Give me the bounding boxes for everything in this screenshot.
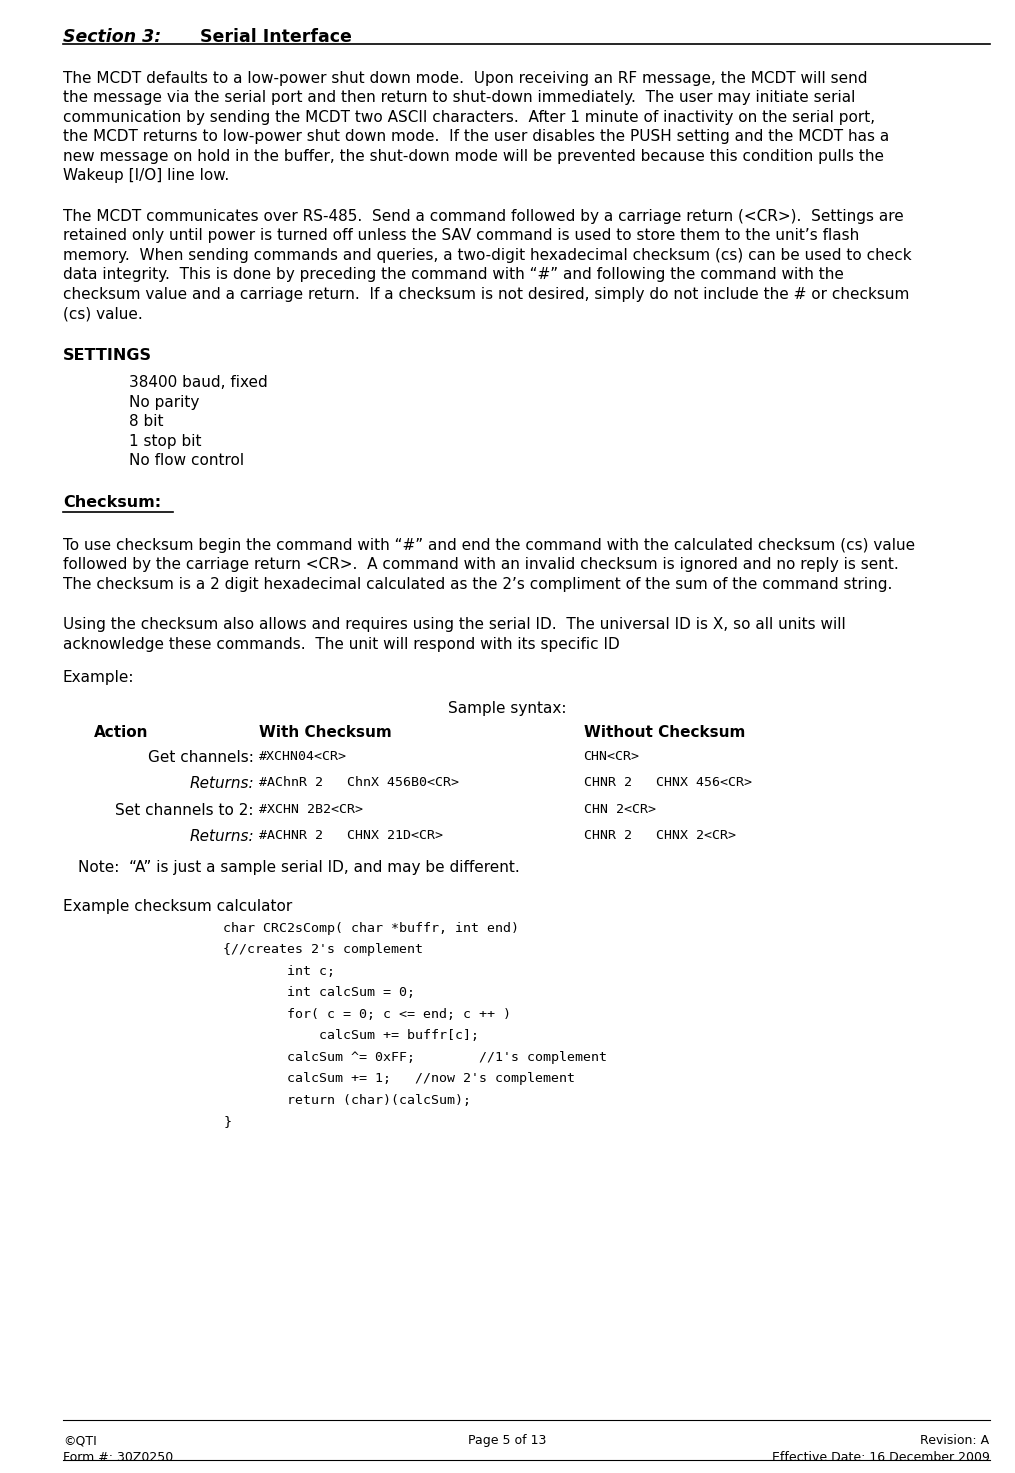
Text: retained only until power is turned off unless the SAV command is used to store : retained only until power is turned off … <box>63 228 859 243</box>
Text: the message via the serial port and then return to shut-down immediately.  The u: the message via the serial port and then… <box>63 90 856 106</box>
Text: return (char)(calcSum);: return (char)(calcSum); <box>223 1093 471 1106</box>
Text: CHN 2<CR>: CHN 2<CR> <box>584 803 656 816</box>
Text: memory.  When sending commands and queries, a two-digit hexadecimal checksum (cs: memory. When sending commands and querie… <box>63 247 911 262</box>
Text: Example:: Example: <box>63 670 134 685</box>
Text: Example checksum calculator: Example checksum calculator <box>63 899 292 913</box>
Text: CHN<CR>: CHN<CR> <box>584 750 639 763</box>
Text: To use checksum begin the command with “#” and end the command with the calculat: To use checksum begin the command with “… <box>63 538 916 552</box>
Text: calcSum += buffr[c];: calcSum += buffr[c]; <box>223 1030 479 1043</box>
Text: int calcSum = 0;: int calcSum = 0; <box>223 987 415 999</box>
Text: Form #: 30Z0250: Form #: 30Z0250 <box>63 1451 174 1464</box>
Text: Using the checksum also allows and requires using the serial ID.  The universal : Using the checksum also allows and requi… <box>63 617 845 632</box>
Text: Wakeup [I/O] line low.: Wakeup [I/O] line low. <box>63 168 229 184</box>
Text: The MCDT communicates over RS-485.  Send a command followed by a carriage return: The MCDT communicates over RS-485. Send … <box>63 209 903 224</box>
Text: for( c = 0; c <= end; c ++ ): for( c = 0; c <= end; c ++ ) <box>223 1008 512 1021</box>
Text: No parity: No parity <box>129 395 199 409</box>
Text: #XCHN04<CR>: #XCHN04<CR> <box>259 750 347 763</box>
Text: 1 stop bit: 1 stop bit <box>129 433 201 449</box>
Text: Serial Interface: Serial Interface <box>200 28 352 46</box>
Text: Checksum:: Checksum: <box>63 495 161 510</box>
Text: Set channels to 2:: Set channels to 2: <box>116 803 254 818</box>
Text: data integrity.  This is done by preceding the command with “#” and following th: data integrity. This is done by precedin… <box>63 268 843 283</box>
Text: The MCDT defaults to a low-power shut down mode.  Upon receiving an RF message, : The MCDT defaults to a low-power shut do… <box>63 71 868 85</box>
Text: Get channels:: Get channels: <box>148 750 254 764</box>
Text: Action: Action <box>94 725 149 739</box>
Text: new message on hold in the buffer, the shut-down mode will be prevented because : new message on hold in the buffer, the s… <box>63 149 884 164</box>
Text: Section 3:: Section 3: <box>63 28 161 46</box>
Text: The checksum is a 2 digit hexadecimal calculated as the 2’s compliment of the su: The checksum is a 2 digit hexadecimal ca… <box>63 576 892 592</box>
Text: communication by sending the MCDT two ASCII characters.  After 1 minute of inact: communication by sending the MCDT two AS… <box>63 110 875 125</box>
Text: Page 5 of 13: Page 5 of 13 <box>468 1435 547 1446</box>
Text: CHNR 2   CHNX 2<CR>: CHNR 2 CHNX 2<CR> <box>584 829 736 843</box>
Text: {//creates 2's complement: {//creates 2's complement <box>223 943 423 956</box>
Text: Revision: A: Revision: A <box>921 1435 990 1446</box>
Text: calcSum ^= 0xFF;        //1's complement: calcSum ^= 0xFF; //1's complement <box>223 1050 607 1064</box>
Text: (cs) value.: (cs) value. <box>63 306 143 321</box>
Text: Sample syntax:: Sample syntax: <box>449 701 566 716</box>
Text: Effective Date: 16 December 2009: Effective Date: 16 December 2009 <box>771 1451 990 1464</box>
Text: acknowledge these commands.  The unit will respond with its specific ID: acknowledge these commands. The unit wil… <box>63 636 620 651</box>
Text: 38400 baud, fixed: 38400 baud, fixed <box>129 376 268 390</box>
Text: CHNR 2   CHNX 456<CR>: CHNR 2 CHNX 456<CR> <box>584 776 752 790</box>
Text: followed by the carriage return <CR>.  A command with an invalid checksum is ign: followed by the carriage return <CR>. A … <box>63 557 898 572</box>
Text: int c;: int c; <box>223 965 335 978</box>
Text: #XCHN 2B2<CR>: #XCHN 2B2<CR> <box>259 803 362 816</box>
Text: ©QTI: ©QTI <box>63 1435 96 1446</box>
Text: }: } <box>223 1115 231 1128</box>
Text: 8 bit: 8 bit <box>129 414 163 429</box>
Text: With Checksum: With Checksum <box>259 725 392 739</box>
Text: checksum value and a carriage return.  If a checksum is not desired, simply do n: checksum value and a carriage return. If… <box>63 287 909 302</box>
Text: #ACHNR 2   CHNX 21D<CR>: #ACHNR 2 CHNX 21D<CR> <box>259 829 443 843</box>
Text: Note:  “A” is just a sample serial ID, and may be different.: Note: “A” is just a sample serial ID, an… <box>78 860 520 875</box>
Text: char CRC2sComp( char *buffr, int end): char CRC2sComp( char *buffr, int end) <box>223 922 520 935</box>
Text: Returns:: Returns: <box>189 829 254 844</box>
Text: the MCDT returns to low-power shut down mode.  If the user disables the PUSH set: the MCDT returns to low-power shut down … <box>63 130 889 144</box>
Text: Returns:: Returns: <box>189 776 254 791</box>
Text: calcSum += 1;   //now 2's complement: calcSum += 1; //now 2's complement <box>223 1072 576 1086</box>
Text: No flow control: No flow control <box>129 454 244 468</box>
Text: Without Checksum: Without Checksum <box>584 725 745 739</box>
Text: SETTINGS: SETTINGS <box>63 348 152 362</box>
Text: #AChnR 2   ChnX 456B0<CR>: #AChnR 2 ChnX 456B0<CR> <box>259 776 459 790</box>
